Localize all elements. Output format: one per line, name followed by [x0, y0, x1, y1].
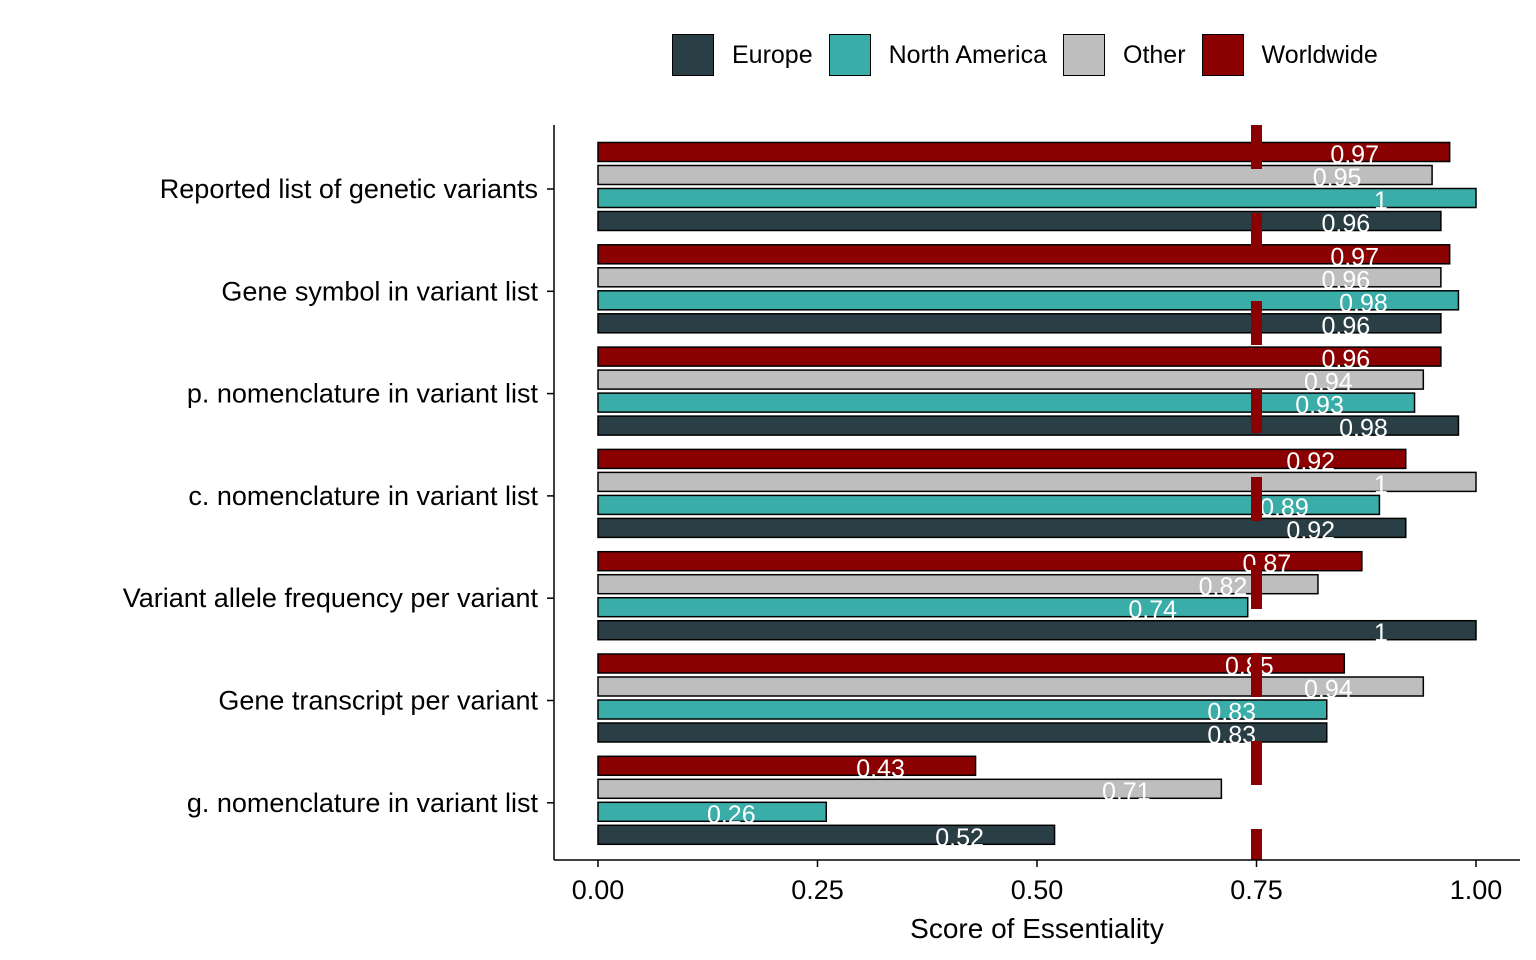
data-label-other-gene-symbol-in-variant-list: 0.96	[1322, 266, 1371, 294]
data-label-north-america-gene-transcript-per-variant: 0.83	[1207, 699, 1256, 727]
data-label-other-variant-allele-frequency-per-variant: 0.82	[1199, 573, 1248, 601]
bar-north-america-reported-list-of-genetic-variants	[597, 187, 1477, 209]
data-label-north-america-c-nomenclature-in-variant-list: 0.89	[1260, 494, 1309, 522]
data-label-europe-variant-allele-frequency-per-variant: 1	[1374, 619, 1388, 647]
y-tick-label-g-nomenclature-in-variant-list: g. nomenclature in variant list	[187, 788, 539, 818]
bar-worldwide-p-nomenclature-in-variant-list	[597, 346, 1442, 367]
bar-europe-reported-list-of-genetic-variants	[597, 210, 1442, 232]
legend-swatch-europe	[672, 34, 714, 76]
bar-other-gene-transcript-per-variant	[597, 676, 1425, 697]
legend-item-europe: Europe	[672, 34, 813, 76]
data-label-europe-p-nomenclature-in-variant-list: 0.98	[1339, 415, 1388, 443]
data-label-europe-g-nomenclature-in-variant-list: 0.52	[935, 824, 984, 852]
bar-other-reported-list-of-genetic-variants	[597, 164, 1433, 186]
data-label-other-g-nomenclature-in-variant-list: 0.71	[1102, 778, 1151, 806]
data-label-worldwide-variant-allele-frequency-per-variant: 0.87	[1243, 550, 1292, 578]
bar-north-america-g-nomenclature-in-variant-list	[597, 801, 828, 823]
data-label-north-america-variant-allele-frequency-per-variant: 0.74	[1128, 596, 1177, 624]
x-axis-title: Score of Essentiality	[910, 913, 1164, 944]
chart-legend: Europe North America Other Worldwide	[672, 32, 1394, 78]
data-label-europe-reported-list-of-genetic-variants: 0.96	[1322, 210, 1371, 238]
bar-other-variant-allele-frequency-per-variant	[597, 573, 1319, 595]
x-tick-label-1-00: 1.00	[1450, 875, 1503, 905]
data-label-worldwide-c-nomenclature-in-variant-list: 0.92	[1286, 448, 1335, 476]
y-tick-label-reported-list-of-genetic-variants: Reported list of genetic variants	[160, 174, 538, 204]
bar-europe-p-nomenclature-in-variant-list	[597, 415, 1460, 436]
y-tick-label-p-nomenclature-in-variant-list: p. nomenclature in variant list	[187, 379, 539, 409]
data-label-europe-gene-transcript-per-variant: 0.83	[1207, 722, 1256, 750]
legend-label-other: Other	[1123, 40, 1186, 69]
bar-north-america-gene-symbol-in-variant-list	[597, 290, 1460, 311]
bar-north-america-p-nomenclature-in-variant-list	[597, 392, 1416, 413]
bar-worldwide-c-nomenclature-in-variant-list	[597, 448, 1407, 470]
x-tick-label-0-25: 0.25	[791, 875, 844, 905]
bar-worldwide-g-nomenclature-in-variant-list	[597, 755, 977, 777]
data-label-other-gene-transcript-per-variant: 0.94	[1304, 676, 1353, 704]
bar-other-p-nomenclature-in-variant-list	[597, 369, 1425, 390]
bar-worldwide-reported-list-of-genetic-variants	[597, 141, 1451, 163]
legend-item-worldwide: Worldwide	[1201, 34, 1378, 76]
legend-label-north-america: North America	[888, 40, 1048, 69]
x-tick-label-0-00: 0.00	[572, 875, 625, 905]
bar-other-g-nomenclature-in-variant-list	[597, 778, 1223, 800]
legend-label-worldwide: Worldwide	[1261, 40, 1378, 69]
legend-label-europe: Europe	[732, 40, 813, 69]
data-label-other-c-nomenclature-in-variant-list: 1	[1374, 471, 1388, 499]
bar-other-gene-symbol-in-variant-list	[597, 267, 1442, 288]
data-label-worldwide-reported-list-of-genetic-variants: 0.97	[1330, 141, 1379, 169]
y-tick-label-gene-transcript-per-variant: Gene transcript per variant	[218, 686, 538, 716]
bar-north-america-variant-allele-frequency-per-variant	[597, 596, 1249, 618]
bar-north-america-c-nomenclature-in-variant-list	[597, 494, 1381, 516]
y-tick-label-c-nomenclature-in-variant-list: c. nomenclature in variant list	[188, 481, 538, 511]
x-tick-label-0-75: 0.75	[1230, 875, 1283, 905]
data-label-worldwide-gene-symbol-in-variant-list: 0.97	[1330, 243, 1379, 271]
bar-worldwide-variant-allele-frequency-per-variant	[597, 550, 1363, 572]
data-label-europe-gene-symbol-in-variant-list: 0.96	[1322, 312, 1371, 340]
legend-item-other: Other	[1063, 34, 1186, 76]
data-label-north-america-gene-symbol-in-variant-list: 0.98	[1339, 289, 1388, 317]
bar-other-c-nomenclature-in-variant-list	[597, 471, 1477, 493]
bar-europe-gene-transcript-per-variant	[597, 722, 1328, 743]
y-tick-label-variant-allele-frequency-per-variant: Variant allele frequency per variant	[123, 583, 539, 613]
bar-north-america-gene-transcript-per-variant	[597, 699, 1328, 720]
y-tick-label-gene-symbol-in-variant-list: Gene symbol in variant list	[221, 276, 538, 306]
data-label-europe-c-nomenclature-in-variant-list: 0.92	[1286, 517, 1335, 545]
bar-worldwide-gene-symbol-in-variant-list	[597, 244, 1451, 265]
legend-swatch-other	[1063, 34, 1106, 76]
bar-europe-variant-allele-frequency-per-variant	[597, 619, 1477, 641]
data-label-worldwide-p-nomenclature-in-variant-list: 0.96	[1322, 346, 1371, 374]
data-label-other-reported-list-of-genetic-variants: 0.95	[1313, 164, 1362, 192]
data-label-north-america-p-nomenclature-in-variant-list: 0.93	[1295, 392, 1344, 420]
x-tick-label-0-50: 0.50	[1011, 875, 1064, 905]
bar-europe-c-nomenclature-in-variant-list	[597, 517, 1407, 539]
data-label-other-p-nomenclature-in-variant-list: 0.94	[1304, 369, 1353, 397]
data-label-north-america-reported-list-of-genetic-variants: 1	[1374, 187, 1388, 215]
legend-swatch-north-america	[828, 34, 871, 76]
legend-swatch-worldwide	[1201, 34, 1244, 76]
bar-worldwide-gene-transcript-per-variant	[597, 653, 1346, 674]
data-label-north-america-g-nomenclature-in-variant-list: 0.26	[707, 801, 756, 829]
legend-item-north-america: North America	[828, 34, 1048, 76]
bar-europe-gene-symbol-in-variant-list	[597, 313, 1442, 334]
bar-europe-g-nomenclature-in-variant-list	[597, 824, 1056, 846]
data-label-worldwide-g-nomenclature-in-variant-list: 0.43	[856, 755, 905, 783]
data-label-worldwide-gene-transcript-per-variant: 0.85	[1225, 653, 1274, 681]
